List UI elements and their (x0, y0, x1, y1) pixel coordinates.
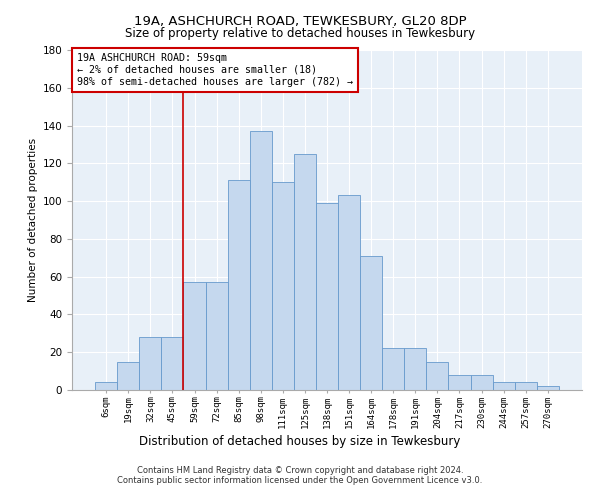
Bar (227, 180, 250, 390)
Bar (448, 375, 470, 390)
Bar (493, 382, 515, 390)
Bar (316, 203, 338, 390)
Bar (537, 386, 559, 390)
Bar (470, 375, 493, 390)
Bar (184, 282, 206, 390)
Bar (161, 337, 184, 390)
Bar (250, 131, 272, 390)
Bar (427, 362, 448, 390)
Bar (404, 348, 427, 390)
Text: 19A, ASHCHURCH ROAD, TEWKESBURY, GL20 8DP: 19A, ASHCHURCH ROAD, TEWKESBURY, GL20 8D… (134, 15, 466, 28)
Text: Distribution of detached houses by size in Tewkesbury: Distribution of detached houses by size … (139, 435, 461, 448)
Bar (382, 348, 404, 390)
Text: Size of property relative to detached houses in Tewkesbury: Size of property relative to detached ho… (125, 28, 475, 40)
Bar (139, 337, 161, 390)
Bar (294, 154, 316, 390)
Bar (95, 382, 117, 390)
Bar (206, 282, 227, 390)
Bar (272, 182, 294, 390)
Bar (360, 256, 382, 390)
Text: Contains HM Land Registry data © Crown copyright and database right 2024.
Contai: Contains HM Land Registry data © Crown c… (118, 466, 482, 485)
Text: 19A ASHCHURCH ROAD: 59sqm
← 2% of detached houses are smaller (18)
98% of semi-d: 19A ASHCHURCH ROAD: 59sqm ← 2% of detach… (77, 54, 353, 86)
Bar (515, 382, 537, 390)
Bar (117, 362, 139, 390)
Y-axis label: Number of detached properties: Number of detached properties (28, 138, 38, 302)
Bar (338, 196, 360, 390)
